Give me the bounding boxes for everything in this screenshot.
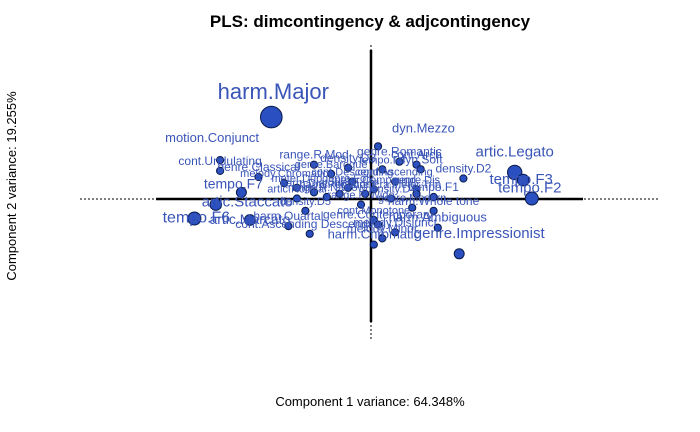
point-cont-ascending bbox=[391, 177, 400, 186]
point-harm-whole-tone bbox=[429, 206, 438, 215]
point-tempo-f4 bbox=[378, 165, 387, 174]
point-cont-descending bbox=[348, 177, 357, 186]
point-melody-disjunct bbox=[391, 228, 400, 237]
label-genre-folk: genre.Folk bbox=[322, 173, 374, 185]
point-range-r-mod bbox=[309, 160, 319, 169]
label-harm-major: harm.Major bbox=[218, 79, 329, 104]
label-motion-conjunct: motion.Conjunct bbox=[165, 130, 259, 145]
point-cont-ascending-descending bbox=[305, 229, 314, 238]
label-artic-legato: artic.Legato bbox=[476, 143, 554, 160]
label-genre-dis: genre.Dis bbox=[393, 174, 441, 186]
point-motion-conjunct bbox=[216, 156, 225, 165]
point-genre-impressionist bbox=[453, 248, 465, 260]
label-meter-compound: meter.Compound bbox=[332, 174, 416, 186]
point-genre-baroque bbox=[327, 169, 336, 178]
point-tempo-f7 bbox=[235, 186, 247, 198]
point-melody-minor bbox=[378, 234, 387, 243]
label-cont-ascending: cont.Ascending bbox=[357, 167, 432, 179]
point-harm-quartal bbox=[284, 222, 293, 231]
label-genre-era: genre.Era bbox=[341, 179, 390, 191]
label-harm-chromatic: harm.Chromatic bbox=[328, 227, 421, 242]
label-cont-arch: cont.Arch bbox=[391, 148, 442, 162]
point-artic-staccato bbox=[209, 198, 223, 211]
point-tempo-f6 bbox=[187, 211, 202, 226]
label-tempo-f1: tempo.F1 bbox=[408, 180, 459, 194]
point-genre-romantic bbox=[395, 157, 404, 166]
point-artic-marcato bbox=[244, 214, 256, 226]
chart-title: PLS: dimcontingency & adjcontingency bbox=[210, 12, 531, 31]
label-harm-diatonic: harm.Diatonic bbox=[280, 177, 348, 189]
points-layer bbox=[187, 105, 539, 260]
label-genre-baroque: genre.Baroque bbox=[295, 159, 368, 171]
label-harm-quartal: harm.Quartal bbox=[253, 209, 323, 223]
point-meter-compound bbox=[369, 185, 378, 194]
point-density-d3 bbox=[344, 163, 353, 172]
label-melody-chromatic: melody.Chromatic bbox=[240, 168, 328, 180]
point-harm-major bbox=[260, 105, 283, 129]
label-cont-monotone: cont.Monotone bbox=[337, 205, 410, 217]
label-artic-normal: artic.Normal bbox=[267, 184, 326, 196]
label-tempo-f4: tempo.F4 bbox=[359, 154, 405, 166]
point-melody-chromatic bbox=[280, 179, 289, 188]
label-range-r-mod: range.R.Mod bbox=[279, 148, 348, 162]
label-harm-whole-tone: harm.Whole tone bbox=[388, 194, 480, 208]
label-artic-staccato: artic.Staccato bbox=[202, 194, 293, 211]
point-artic-normal bbox=[292, 194, 301, 203]
point-harm-diatonic bbox=[309, 188, 319, 197]
label-dyn-soft: dyn.Soft bbox=[399, 152, 444, 166]
y-axis-title: Component 2 variance: 19.255% bbox=[4, 91, 19, 281]
label-tempo-f3: tempo.F3 bbox=[490, 171, 553, 188]
point-meter-trip bbox=[412, 189, 421, 198]
point-range-r-narrow bbox=[322, 192, 331, 202]
point-dyn-mezzo bbox=[373, 142, 383, 151]
label-range-r-narrow: range.R.Narrow bbox=[288, 182, 366, 194]
point-meter-dup bbox=[292, 183, 301, 192]
label-density-d5: density.D5 bbox=[280, 196, 331, 208]
point-genre-folk bbox=[344, 183, 353, 192]
label-harm-ambiguous: harm.Ambiguous bbox=[389, 210, 488, 225]
point-tempo-f2 bbox=[524, 191, 539, 206]
label-cont-descending: cont.Descending bbox=[311, 167, 393, 179]
point-density-d5 bbox=[301, 206, 310, 215]
point-dyn-soft bbox=[416, 165, 425, 174]
point-genre-era bbox=[361, 189, 370, 198]
label-tempo-f6: tempo.F6 bbox=[163, 210, 231, 227]
label-meter-trip: meter.Trip bbox=[392, 179, 441, 191]
label-cont-undulating: cont.Undulating bbox=[178, 154, 261, 168]
point-range-r-wide bbox=[356, 200, 366, 209]
point-genre-modern bbox=[408, 203, 417, 212]
label-genre-classical: genre.Classical bbox=[217, 160, 299, 174]
point-tempo-f3 bbox=[516, 173, 530, 187]
label-tempo-f7: tempo.F7 bbox=[204, 175, 263, 191]
label-melody-disjunct: melody.Disjunct bbox=[353, 215, 437, 229]
label-density-d2: density.D2 bbox=[435, 162, 491, 176]
label-harm-pentatonic: harm.Pentatonic bbox=[300, 179, 381, 191]
x-axis-title: Component 1 variance: 64.348% bbox=[275, 394, 465, 409]
label-melody-minor: melody.Minor bbox=[347, 221, 418, 235]
label-genre-modern: genre.Modern bbox=[378, 193, 447, 205]
label-range-r-wide: range.R.Wide bbox=[327, 190, 394, 202]
label-genre-romantic: genre.Romantic bbox=[357, 145, 442, 159]
labels-layer: harm.Major dyn.Mezzo genre.Romanticcont.Ar… bbox=[163, 79, 562, 242]
point-genre-contemporary bbox=[373, 220, 383, 229]
point-tempo-f1 bbox=[429, 192, 438, 202]
label-genre-contemporary: genre.Contemporary bbox=[323, 208, 433, 222]
point-genre-classical bbox=[254, 172, 263, 182]
label-density-d4: density.D4 bbox=[365, 184, 416, 196]
label-genre-impressionist: genre.Impressionist bbox=[414, 225, 546, 242]
point-cont-undulating bbox=[216, 166, 225, 175]
point-artic-legato bbox=[507, 164, 523, 181]
point-density-d2 bbox=[459, 174, 468, 183]
point-harm-pentatonic bbox=[335, 189, 344, 198]
label-tempo-f2: tempo.F2 bbox=[498, 180, 561, 197]
point-density-d4 bbox=[386, 194, 395, 203]
point-harm-chromatic bbox=[369, 240, 378, 249]
label-artic-marcato: artic.Marcato bbox=[209, 211, 290, 227]
label-meter-dup: meter.Dup bbox=[272, 173, 323, 185]
point-harm-ambiguous bbox=[433, 223, 442, 232]
label-cont-ascending-descending: cont.Ascending Descending bbox=[235, 217, 384, 231]
label-density-d3: density.D3 bbox=[320, 151, 376, 165]
label-dyn-mezzo: dyn.Mezzo bbox=[392, 120, 455, 135]
